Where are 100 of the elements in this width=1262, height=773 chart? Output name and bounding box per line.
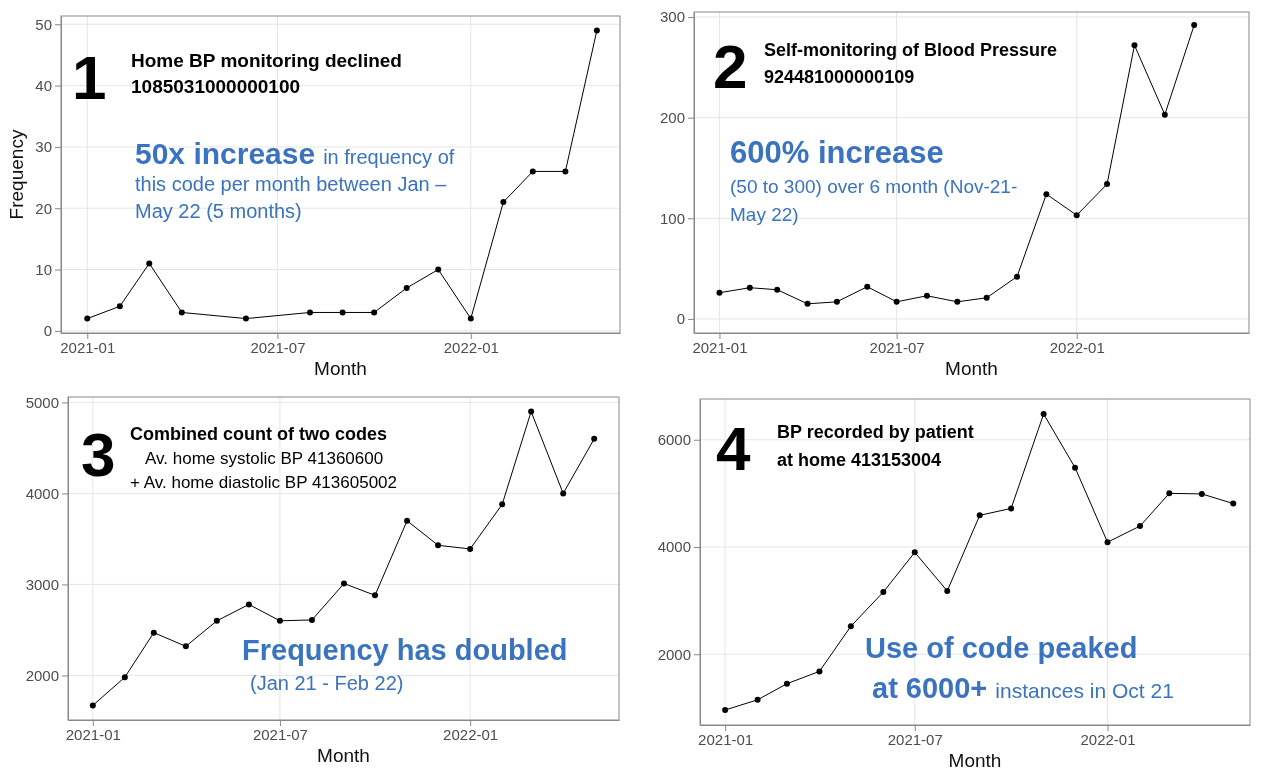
x-tick-label: 2021-07 [250, 338, 306, 356]
annotation: 600% increase [730, 135, 944, 170]
y-tick-label: 2000 [25, 666, 59, 684]
point [307, 309, 314, 316]
point [722, 706, 729, 713]
point [976, 512, 983, 519]
y-tick-label: 0 [43, 322, 52, 340]
annotation: May 22) [730, 204, 799, 225]
annotation: 1085031000000100 [131, 76, 301, 97]
point [371, 309, 378, 316]
point [816, 668, 823, 675]
x-tick-label: 2022-01 [1049, 338, 1105, 356]
x-tick-label: 2021-07 [252, 725, 308, 743]
point [833, 298, 840, 305]
point [804, 300, 811, 307]
point [435, 542, 442, 549]
point [774, 286, 781, 293]
point [880, 589, 887, 596]
point [983, 294, 990, 301]
point [178, 309, 185, 316]
y-tick-label: 4000 [657, 538, 691, 556]
point [403, 284, 410, 291]
point [150, 629, 157, 636]
point [341, 580, 348, 587]
point [593, 27, 600, 34]
annotation: Combined count of two codes [130, 424, 387, 444]
annotation: Use of code peaked [865, 632, 1138, 664]
point [1198, 490, 1205, 497]
y-tick-label: 3000 [25, 575, 59, 593]
point [467, 545, 474, 552]
point [89, 702, 96, 709]
y-tick-label: 0 [676, 310, 685, 328]
point [339, 309, 346, 316]
annotation: (50 to 300) over 6 month (Nov-21- [730, 176, 1018, 197]
annotation: Self-monitoring of Blood Pressure [764, 40, 1058, 60]
point [308, 616, 315, 623]
point [893, 298, 900, 305]
point [404, 517, 411, 524]
point [121, 674, 128, 681]
y-tick-label: 10 [35, 260, 52, 278]
point [1131, 42, 1138, 49]
annotation: in frequency of [323, 146, 455, 168]
point [1073, 212, 1080, 219]
point [560, 490, 567, 497]
annotation: 50x increase [135, 137, 316, 170]
point [213, 617, 220, 624]
annotation: at 6000+ [872, 672, 988, 704]
annotation: 2 [713, 32, 748, 101]
annotation: Frequency has doubled [242, 634, 568, 666]
point [746, 284, 753, 291]
point [372, 592, 379, 599]
point [1040, 411, 1047, 418]
point [923, 292, 930, 299]
y-tick-label: 20 [35, 199, 52, 217]
y-tick-label: 6000 [657, 431, 691, 449]
point [1161, 111, 1168, 118]
point [1008, 505, 1015, 512]
annotation: + Av. home diastolic BP 413605002 [130, 473, 398, 492]
x-axis-title: Month [317, 745, 370, 766]
point [1230, 500, 1237, 507]
point [529, 168, 536, 175]
x-tick-label: 2022-01 [443, 338, 499, 356]
x-tick-label: 2021-01 [698, 730, 754, 748]
point [116, 303, 123, 310]
annotation: May 22 (5 months) [135, 200, 302, 222]
point [528, 408, 535, 415]
annotation: 924481000000109 [764, 67, 915, 87]
y-tick-label: 100 [659, 209, 685, 227]
x-axis-title: Month [948, 750, 1002, 771]
point [911, 549, 918, 556]
annotation: at home 413153004 [777, 450, 942, 470]
point [562, 168, 569, 175]
annotation: Home BP monitoring declined [131, 50, 402, 71]
x-tick-label: 2022-01 [443, 725, 499, 743]
point [499, 501, 506, 508]
x-tick-label: 2021-07 [869, 338, 925, 356]
point [591, 435, 598, 442]
y-tick-label: 30 [35, 138, 52, 156]
x-tick-label: 2021-07 [887, 730, 943, 748]
point [944, 587, 951, 594]
point [1043, 191, 1050, 198]
point [1137, 523, 1143, 530]
point [84, 315, 91, 322]
x-tick-label: 2022-01 [1080, 730, 1136, 748]
x-axis-title: Month [945, 358, 998, 379]
y-axis-title: Frequency [6, 129, 27, 220]
point [864, 283, 871, 290]
point [245, 601, 252, 608]
point [847, 623, 854, 630]
annotation: 1 [72, 43, 107, 112]
point [954, 298, 961, 305]
annotation: instances in Oct 21 [995, 679, 1174, 702]
annotation: (Jan 21 - Feb 22) [250, 672, 404, 694]
point [146, 260, 153, 267]
point [500, 199, 507, 206]
point [716, 289, 723, 296]
point [1191, 22, 1198, 29]
y-tick-label: 200 [659, 108, 685, 126]
annotation: Av. home systolic BP 41360600 [145, 449, 384, 468]
x-tick-label: 2021-01 [65, 725, 121, 743]
